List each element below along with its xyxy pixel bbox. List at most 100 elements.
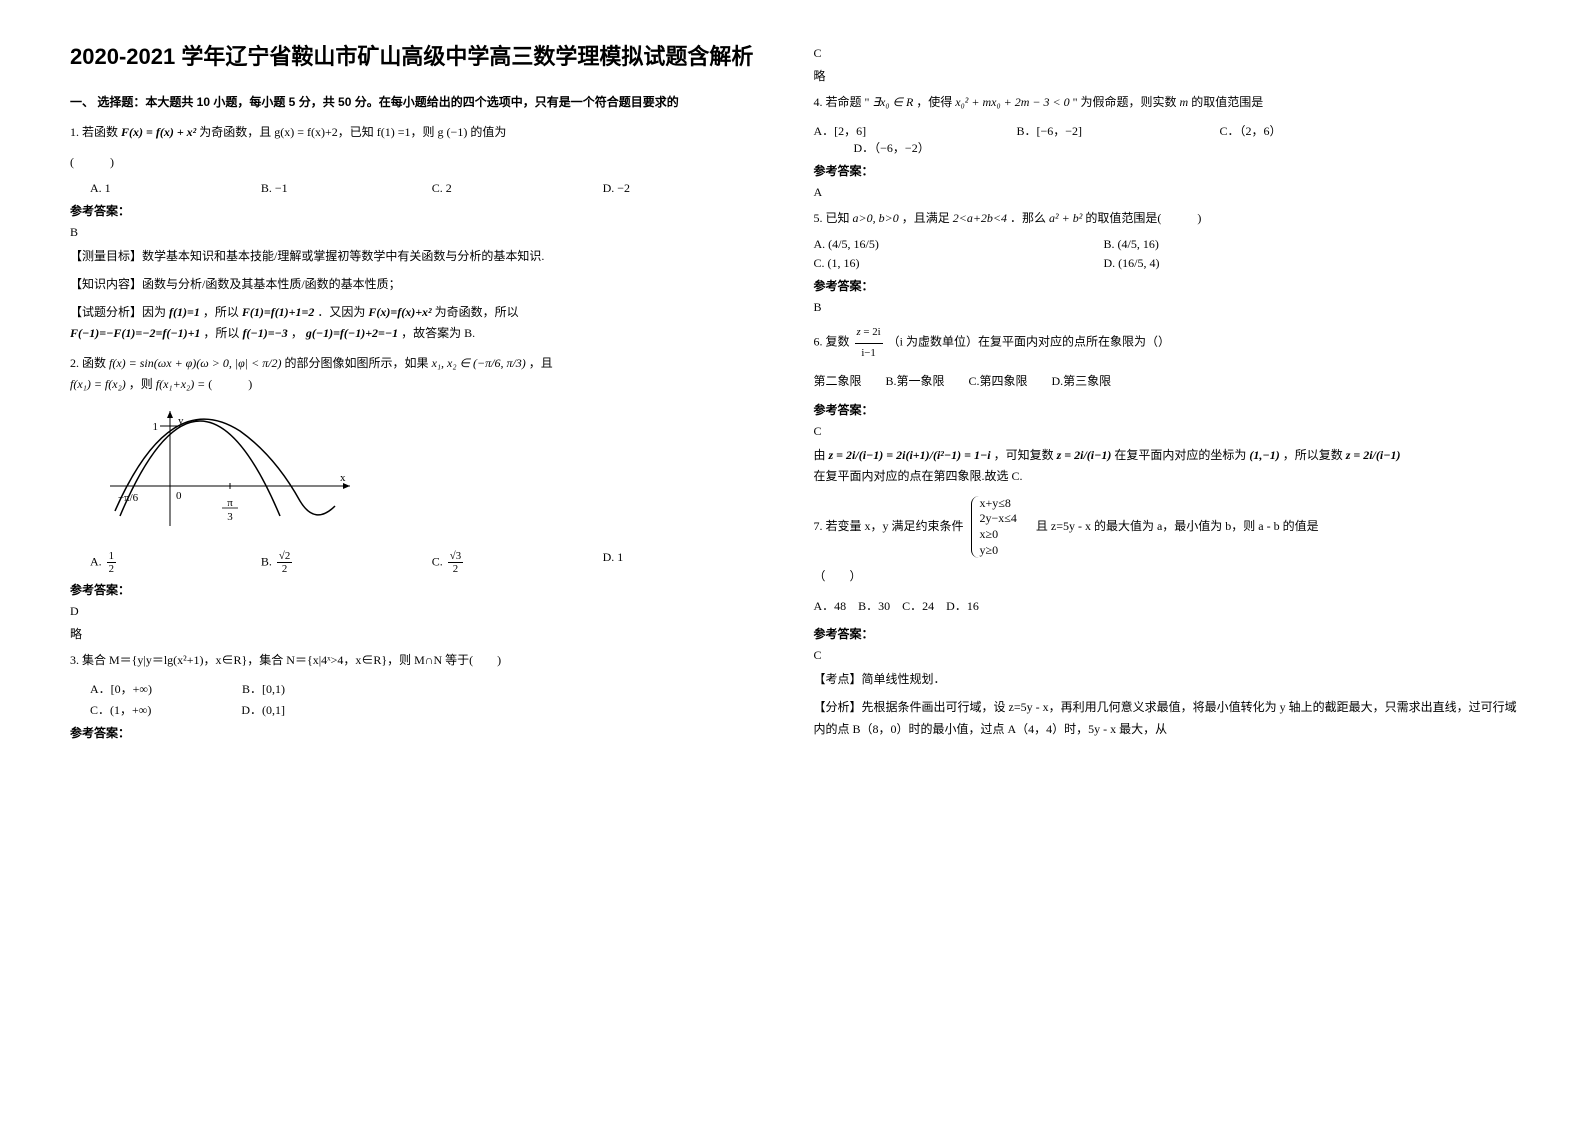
page: 2020-2021 学年辽宁省鞍山市矿山高级中学高三数学理模拟试题含解析 一、 … — [0, 0, 1587, 1122]
q1-opt-a: A. 1 — [90, 181, 261, 196]
q5-d-label: D. — [1104, 256, 1116, 270]
q1-ans-label: 参考答案： — [70, 202, 774, 219]
left-column: 2020-2021 学年辽宁省鞍山市矿山高级中学高三数学理模拟试题含解析 一、 … — [50, 40, 794, 1082]
q7-c4: y≥0 — [980, 543, 1017, 559]
q1-gm1: g(−1)=f(−1)+2=−1 — [306, 326, 398, 340]
q2-stem-a: 2. 函数 — [70, 356, 106, 370]
q2-a-num: 1 — [107, 550, 116, 563]
q1-opt-c: C. 2 — [432, 181, 603, 196]
q5-stem-c: ．那么 — [1010, 211, 1046, 225]
q2-b-den: 2 — [277, 563, 292, 575]
q1-f1: f(1)=1 — [169, 305, 200, 319]
q7-c3: x≥0 — [980, 527, 1017, 543]
q4: 4. 若命题 " ∃x₀ ∈ R ，使得 x₀² + mx₀ + 2m − 3 … — [814, 92, 1518, 114]
q3-opt-c: C．(1，+∞) — [90, 701, 151, 718]
q4-ans-label: 参考答案： — [814, 162, 1518, 179]
q2-opt-b: B. √22 — [261, 550, 432, 575]
q2-ans-label: 参考答案： — [70, 581, 774, 598]
q6-an-a: 由 — [814, 448, 826, 462]
graph-tick-2-den: 3 — [227, 511, 233, 523]
q2-omit: 略 — [70, 625, 774, 642]
q5-stem-b: ，且满足 — [902, 211, 950, 225]
q5-opt-d: D. (16/5, 4) — [1104, 256, 1160, 271]
q6-an-e: 在复平面内对应的点在第四象限.故选 C. — [814, 469, 1023, 483]
q6-z-frac: z = 2ii−1 — [855, 323, 883, 363]
q5-answer: B — [814, 300, 1518, 315]
q7-stem-b: 且 z=5y - x 的最大值为 a，最小值为 b，则 a - b 的值是 — [1024, 519, 1319, 533]
q1-answer: B — [70, 225, 774, 240]
q5-opt-b: B. (4/5, 16) — [1104, 237, 1159, 252]
q5-cond1: a>0, b>0 — [853, 211, 899, 225]
q1-Fm1: F(−1)=−F(1)=−2=f(−1)+1 — [70, 326, 200, 340]
q3-opt-b: B．[0,1) — [242, 680, 285, 697]
q6-opts: 第二象限 B.第一象限 C.第四象限 D.第三象限 — [814, 371, 1518, 393]
q1-an-e: ，所以 — [203, 326, 239, 340]
q1-opt-b: B. −1 — [261, 181, 432, 196]
graph-tick-2-num: π — [227, 497, 233, 509]
graph-xlabel: x — [340, 472, 346, 484]
q4-stem-a: 4. 若命题 " — [814, 95, 870, 109]
q6-an-b: ，可知复数 — [994, 448, 1054, 462]
doc-title: 2020-2021 学年辽宁省鞍山市矿山高级中学高三数学理模拟试题含解析 — [70, 40, 774, 73]
q4-stem-c: " 为假命题，则实数 — [1073, 95, 1177, 109]
q2-a-den: 2 — [107, 563, 116, 575]
q7-c1: x+y≤8 — [980, 496, 1017, 512]
sine-graph-svg: 1 y x −π/6 0 π 3 — [100, 406, 360, 536]
q2-b-num: √2 — [277, 550, 292, 563]
section-1-head: 一、 选择题：本大题共 10 小题，每小题 5 分，共 50 分。在每小题给出的… — [70, 93, 774, 112]
q3-opt-a: A．[0，+∞) — [90, 680, 152, 697]
graph-ylabel: y — [178, 415, 184, 427]
q2-options: A. 12 B. √22 C. √32 D. 1 — [90, 550, 774, 575]
q6-an-c: 在复平面内对应的坐标为 — [1114, 448, 1246, 462]
q5-stem-d: 的取值范围是( ) — [1085, 211, 1201, 225]
q2-graph: 1 y x −π/6 0 π 3 — [100, 406, 774, 540]
q4-answer: A — [814, 185, 1518, 200]
q5-a-val: (4/5, 16/5) — [828, 237, 879, 251]
q5-cond2: 2<a+2b<4 — [953, 211, 1007, 225]
q6-eq1: z = 2i/(i−1) = 2i(i+1)/(i²−1) = 1−i — [829, 448, 991, 462]
q3-stem: 3. 集合 M＝{y|y＝lg(x²+1)，x∈R}，集合 N＝{x|4ˣ>4，… — [70, 650, 774, 672]
q7-constraints: x+y≤8 2y−x≤4 x≥0 y≥0 — [971, 496, 1017, 558]
q5-expr: a² + b² — [1049, 211, 1082, 225]
q1-paren: ( ) — [70, 152, 774, 174]
q5-a-label: A. — [814, 237, 826, 251]
q1-analysis: 【试题分析】因为 f(1)=1 ，所以 F(1)=f(1)+1=2 ．又因为 F… — [70, 302, 774, 345]
q5-opt-a: A. (4/5, 16/5) — [814, 237, 1014, 252]
q7-stem-a: 7. 若变量 x，y 满足约束条件 — [814, 519, 964, 533]
q1-stem-a: 1. 若函数 — [70, 125, 118, 139]
q4-stem-d: 的取值范围是 — [1191, 95, 1263, 109]
q2-paren: ( ) — [208, 377, 252, 391]
q2-stem-c: ，且 — [529, 356, 553, 370]
q1-opt-d: D. −2 — [603, 181, 774, 196]
q5: 5. 已知 a>0, b>0 ，且满足 2<a+2b<4 ．那么 a² + b²… — [814, 208, 1518, 230]
q1: 1. 若函数 F(x) = f(x) + x² 为奇函数，且 g(x) = f(… — [70, 122, 774, 144]
q2: 2. 函数 f(x) = sin(ωx + φ)(ω > 0, |φ| < π/… — [70, 353, 774, 396]
q2-c-label: C. — [432, 554, 443, 568]
q6-analysis: 由 z = 2i/(i−1) = 2i(i+1)/(i²−1) = 1−i ，可… — [814, 445, 1518, 488]
q5-opt-c: C. (1, 16) — [814, 256, 1014, 271]
q2-formula: f(x) = sin(ωx + φ)(ω > 0, |φ| < π/2) — [109, 356, 282, 370]
q4-opt-c: C．（2，6） — [1220, 122, 1370, 139]
q4-opt-a: A．[2，6] — [814, 122, 1014, 139]
q1-an-a: 【试题分析】因为 — [70, 305, 166, 319]
q6-eq3: z = 2i/(i−1) — [1346, 448, 1401, 462]
q1-an-f: ， — [291, 326, 303, 340]
q2-b-label: B. — [261, 554, 272, 568]
q2-cond: f(x₁) = f(x₂) — [70, 377, 126, 391]
q4-stem-b: ，使得 — [916, 95, 952, 109]
q1-Fx: F(x)=f(x)+x² — [368, 305, 431, 319]
q2-stem-b: 的部分图像如图所示，如果 — [285, 356, 429, 370]
q2-c-num: √3 — [448, 550, 463, 563]
q6-an-d: ，所以复数 — [1283, 448, 1343, 462]
q7-paren: （ ） — [814, 566, 1518, 588]
q1-F1: F(1)=f(1)+1=2 — [242, 305, 315, 319]
q4-m: m — [1180, 95, 1189, 109]
q1-stem-b: 为奇函数，且 g(x) = f(x)+2，已知 f(1) =1，则 g (−1)… — [199, 125, 506, 139]
q7-kp: 【考点】简单线性规划． — [814, 669, 1518, 691]
q1-an-d: 为奇函数，所以 — [435, 305, 519, 319]
q5-d-val: (16/5, 4) — [1118, 256, 1159, 270]
q6-answer: C — [814, 424, 1518, 439]
q1-an-b: ，所以 — [203, 305, 239, 319]
q5-b-val: (4/5, 16) — [1118, 237, 1159, 251]
q5-c-val: (1, 16) — [828, 256, 860, 270]
